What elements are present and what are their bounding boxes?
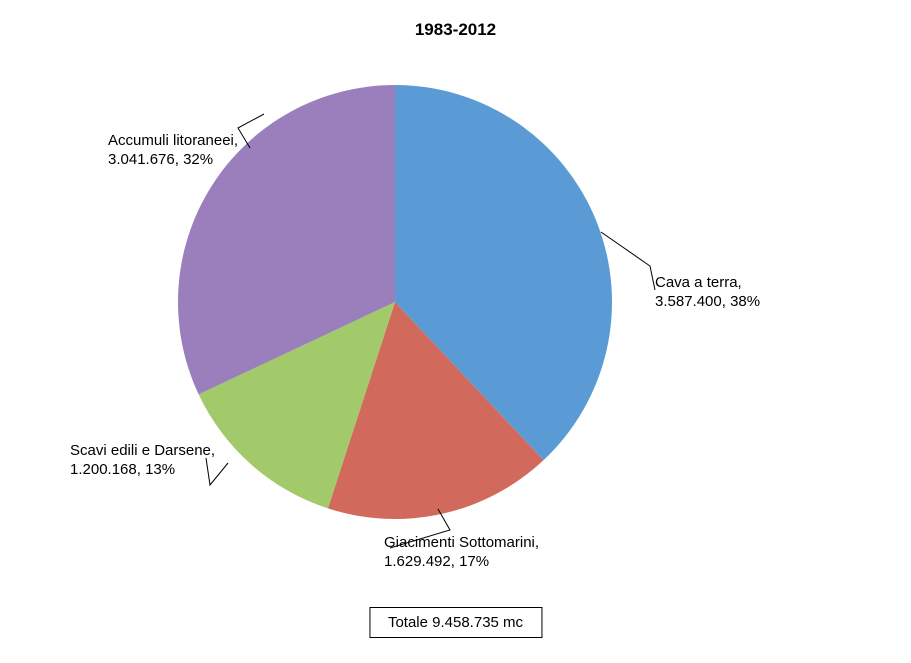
label-line2: 3.041.676, 32% — [108, 151, 213, 168]
label-line1: Accumuli litoraneei, — [108, 132, 238, 149]
slice-label-scavi-edili-darsene: Scavi edili e Darsene, 1.200.168, 13% — [70, 442, 215, 480]
label-line1: Scavi edili e Darsene, — [70, 442, 215, 459]
total-box: Totale 9.458.735 mc — [369, 607, 542, 638]
label-line1: Cava a terra, — [655, 274, 742, 291]
slice-label-giacimenti-sottomarini: Giacimenti Sottomarini, 1.629.492, 17% — [384, 534, 539, 572]
slice-label-cava-a-terra: Cava a terra, 3.587.400, 38% — [655, 274, 760, 312]
slice-label-accumuli-litoraneei: Accumuli litoraneei, 3.041.676, 32% — [108, 132, 238, 170]
pie-chart-container: 1983-2012 Cava a terra, 3.587.400, 38% G… — [0, 0, 911, 663]
label-line2: 1.200.168, 13% — [70, 461, 175, 478]
chart-title: 1983-2012 — [0, 20, 911, 40]
label-line1: Giacimenti Sottomarini, — [384, 534, 539, 551]
label-line2: 1.629.492, 17% — [384, 553, 489, 570]
label-line2: 3.587.400, 38% — [655, 293, 760, 310]
total-label: Totale 9.458.735 mc — [388, 614, 523, 631]
